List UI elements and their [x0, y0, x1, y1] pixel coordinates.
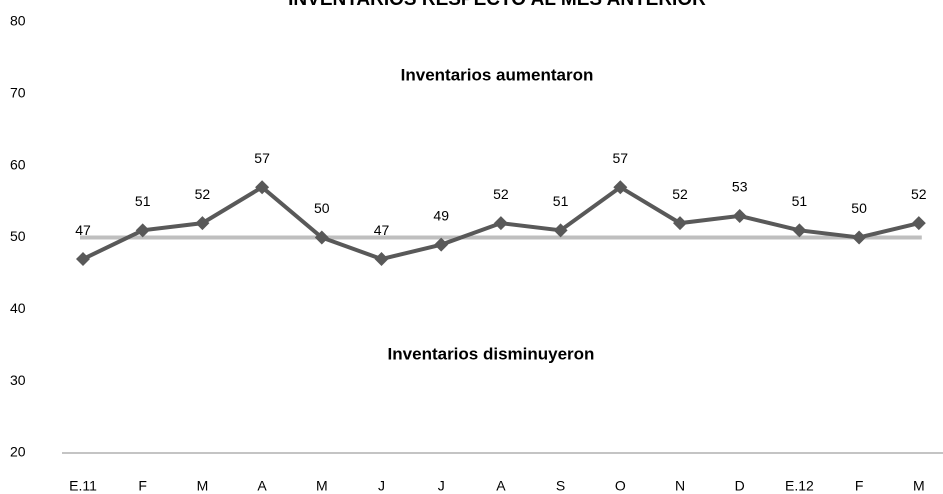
marker — [135, 223, 150, 238]
data-label: 51 — [553, 193, 569, 209]
marker — [732, 208, 747, 223]
y-tick-label: 50 — [10, 228, 26, 244]
marker — [613, 180, 628, 195]
marker — [434, 237, 449, 252]
x-tick-label: J — [438, 478, 445, 494]
marker — [314, 230, 329, 245]
data-label: 51 — [135, 193, 151, 209]
data-label: 50 — [314, 200, 330, 216]
marker — [195, 216, 210, 231]
marker — [852, 230, 867, 245]
y-tick-label: 20 — [10, 444, 26, 460]
x-tick-label: O — [615, 478, 626, 494]
marker — [792, 223, 807, 238]
data-label: 53 — [732, 179, 748, 195]
data-label: 52 — [493, 186, 509, 202]
y-tick-label: 30 — [10, 372, 26, 388]
marker — [76, 252, 90, 267]
x-tick-label: N — [675, 478, 685, 494]
annotation: Inventarios disminuyeron — [388, 344, 595, 363]
data-label: 47 — [374, 222, 390, 238]
data-label: 57 — [254, 150, 270, 166]
y-tick-label: 40 — [10, 300, 26, 316]
marker — [493, 216, 508, 231]
data-label: 47 — [75, 222, 91, 238]
x-tick-label: F — [855, 478, 864, 494]
x-tick-label: M — [197, 478, 209, 494]
marker — [374, 252, 389, 267]
data-label: 49 — [433, 207, 449, 223]
marker — [911, 216, 926, 231]
x-tick-label: F — [138, 478, 147, 494]
marker — [553, 223, 568, 238]
x-tick-label: D — [735, 478, 745, 494]
data-label: 52 — [911, 186, 927, 202]
marker — [255, 180, 270, 195]
x-tick-label: M — [913, 478, 925, 494]
data-label: 52 — [672, 186, 688, 202]
chart-title: INVENTARIOS RESPECTO AL MES ANTERIOR — [288, 0, 706, 10]
y-tick-label: 70 — [10, 85, 26, 101]
data-label: 57 — [613, 150, 629, 166]
x-tick-label: S — [556, 478, 565, 494]
x-tick-label: A — [257, 478, 267, 494]
x-tick-label: E.11 — [69, 478, 97, 494]
marker — [673, 216, 687, 231]
data-label: 51 — [792, 193, 808, 209]
data-label: 52 — [195, 186, 211, 202]
annotation: Inventarios aumentaron — [401, 65, 594, 84]
data-label: 50 — [851, 200, 867, 216]
x-tick-label: J — [378, 478, 385, 494]
y-tick-label: 80 — [10, 13, 26, 29]
x-tick-label: A — [496, 478, 506, 494]
x-tick-label: E.12 — [785, 478, 814, 494]
y-tick-label: 60 — [10, 156, 26, 172]
x-tick-label: M — [316, 478, 328, 494]
